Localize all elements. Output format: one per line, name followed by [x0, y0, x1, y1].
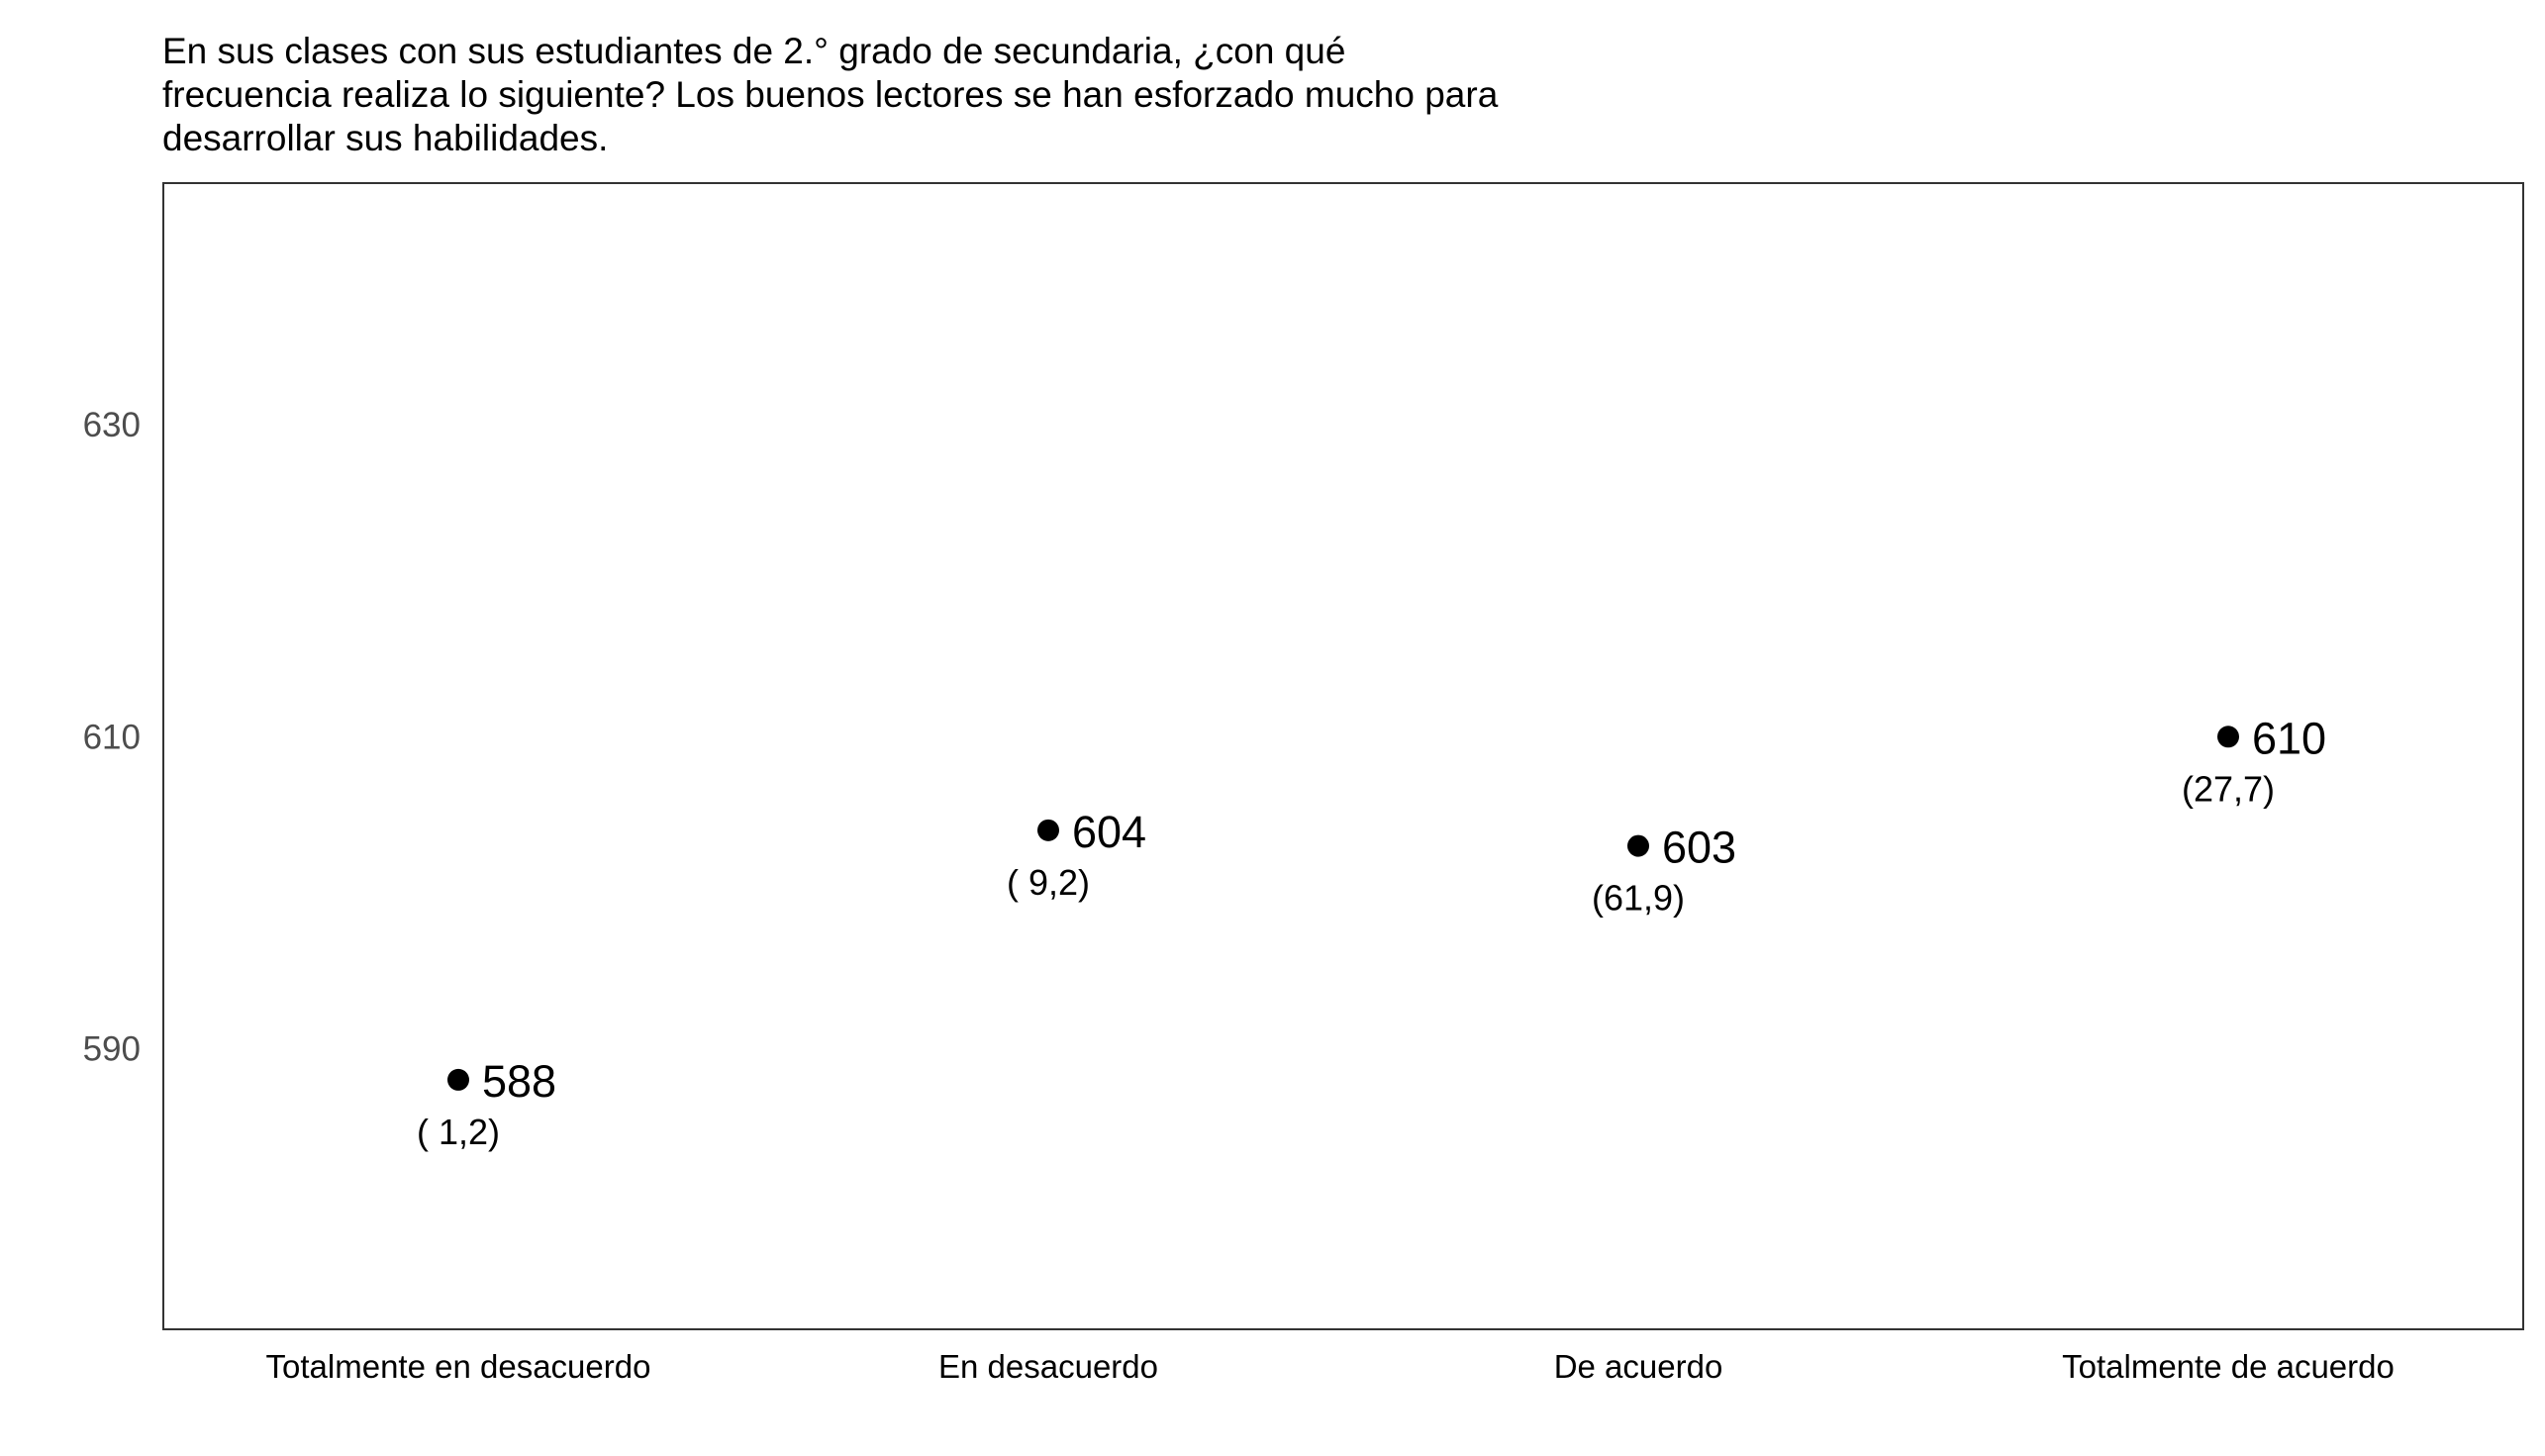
x-category-label: En desacuerdo	[938, 1348, 1158, 1385]
y-tick-label: 610	[83, 718, 141, 756]
chart-title: En sus clases con sus estudiantes de 2.°…	[162, 31, 1499, 158]
data-points: 588 ( 1,2) 604 ( 9,2) 603 (61,9) 610 (27,7)	[417, 713, 2326, 1152]
data-percent-label: (61,9)	[1592, 878, 1685, 919]
data-percent-label: ( 1,2)	[417, 1112, 500, 1152]
plot-panel-border	[162, 182, 2524, 1330]
chart-title-line: desarrollar sus habilidades.	[162, 118, 608, 158]
y-axis: 590 610 630	[83, 406, 141, 1068]
data-value-label: 588	[482, 1056, 556, 1107]
data-percent-label: ( 9,2)	[1007, 862, 1090, 903]
data-value-label: 603	[1662, 823, 1736, 873]
data-point	[1037, 819, 1059, 841]
x-category-label: Totalmente de acuerdo	[2062, 1348, 2395, 1385]
y-tick-label: 630	[83, 406, 141, 444]
data-point	[1627, 834, 1649, 857]
y-tick-label: 590	[83, 1029, 141, 1068]
chart-title-line: En sus clases con sus estudiantes de 2.°…	[162, 31, 1345, 71]
chart-title-line: frecuencia realiza lo siguiente? Los bue…	[162, 74, 1499, 115]
data-value-label: 610	[2252, 713, 2326, 763]
data-point	[447, 1068, 469, 1091]
x-axis: Totalmente en desacuerdo En desacuerdo De …	[266, 1348, 2395, 1385]
data-point	[2217, 726, 2239, 748]
x-category-label: Totalmente en desacuerdo	[266, 1348, 651, 1385]
data-percent-label: (27,7)	[2182, 768, 2275, 809]
data-value-label: 604	[1072, 807, 1146, 857]
x-category-label: De acuerdo	[1554, 1348, 1723, 1385]
